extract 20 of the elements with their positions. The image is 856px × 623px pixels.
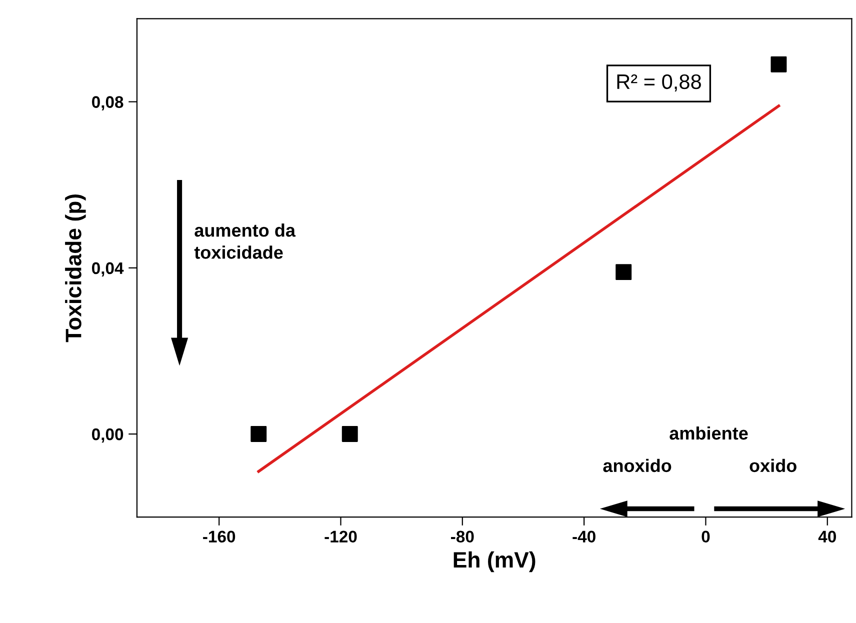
point xyxy=(770,56,787,72)
annotation: anoxido xyxy=(603,458,672,472)
y-tick-label: 0,08 xyxy=(92,96,124,110)
x-tick-label: -120 xyxy=(324,530,357,543)
annotation: oxido xyxy=(750,458,796,472)
x-tick-label: 40 xyxy=(818,530,836,543)
y-tick-label: 0,00 xyxy=(92,428,124,443)
annotation: R² = 0,88 xyxy=(617,74,701,92)
x-tick-label: 0 xyxy=(702,530,710,543)
x-tick-label: -40 xyxy=(572,530,596,543)
x-axis-title: Eh (mV) xyxy=(454,551,536,572)
x-tick-label: -160 xyxy=(203,530,236,543)
annotation: ambiente xyxy=(670,426,748,440)
point xyxy=(250,426,267,442)
point xyxy=(342,426,358,442)
point xyxy=(616,264,632,280)
y-tick-label: 0,04 xyxy=(92,262,124,277)
annotation: aumento da toxicidade xyxy=(194,224,296,259)
y-axis-title: Toxicidade (p) xyxy=(65,194,86,342)
x-tick-label: -80 xyxy=(451,530,474,543)
